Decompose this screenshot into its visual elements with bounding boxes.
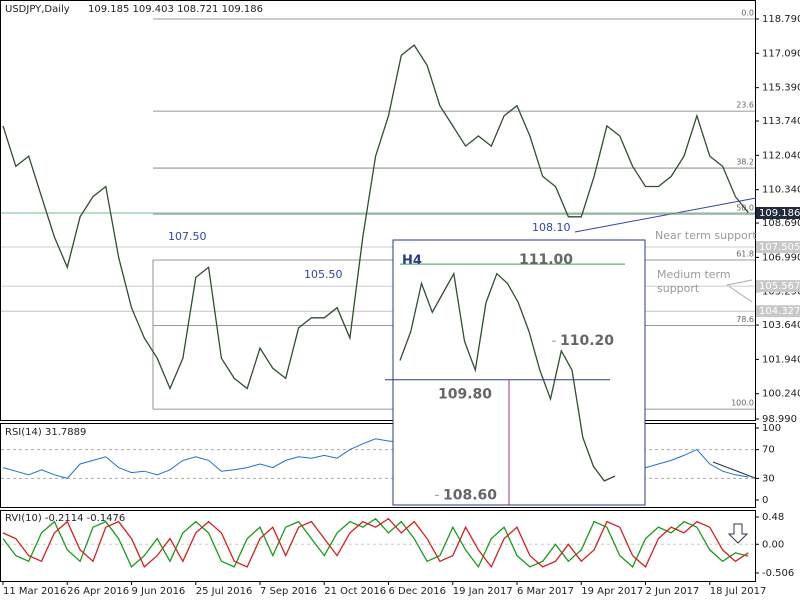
inset-frame: [392, 239, 646, 506]
rvi-panel: [0, 510, 756, 582]
level-annotation: 107.50: [168, 230, 207, 243]
y-tick-label: 113.740: [762, 116, 800, 127]
price-marker-label: 105.567: [759, 281, 800, 292]
fib-label: 78.6: [736, 315, 754, 324]
price-marker: [756, 280, 800, 293]
x-tick-label: 7 Sep 2016: [260, 586, 317, 597]
x-tick-label: 11 Mar 2016: [3, 586, 66, 597]
y-tick-label: 0.48: [762, 512, 784, 523]
x-tick-label: 9 Jun 2016: [132, 586, 186, 597]
price-marker: [756, 240, 800, 253]
trendline: [574, 197, 757, 233]
support-note: Medium term support: [657, 268, 731, 295]
level-annotation: 105.50: [304, 268, 343, 281]
chart-title: USDJPY,Daily: [5, 4, 70, 15]
price-marker: [756, 207, 800, 220]
y-tick-label: 112.040: [762, 150, 800, 161]
x-tick-label: 6 Dec 2016: [389, 586, 447, 597]
y-tick-label: -0.506: [762, 568, 794, 579]
y-tick-label: 0.00: [762, 539, 784, 550]
y-tick-label: 106.990: [762, 252, 800, 263]
rsi-trendline: [712, 461, 756, 479]
price-marker-label: 109.186: [759, 208, 800, 219]
y-tick-label: 110.340: [762, 185, 800, 196]
note-pointer: [726, 284, 753, 303]
inset-level-label: 111.00: [519, 252, 573, 268]
price-marker: [756, 305, 800, 318]
fib-label: 23.6: [736, 101, 754, 110]
y-tick-label: 0: [762, 495, 768, 506]
price-line: [2, 517, 749, 569]
y-tick-label: 70: [762, 445, 775, 456]
x-tick-label: 19 Jan 2017: [453, 586, 513, 597]
support-note: Near term support: [655, 229, 757, 242]
y-tick-label: 30: [762, 473, 775, 484]
y-tick-label: 100: [762, 423, 781, 434]
rsi-title: RSI(14) 31.7889: [5, 427, 86, 438]
x-tick-label: 25 Jul 2016: [196, 586, 253, 597]
down-arrow: [727, 523, 749, 544]
y-tick-label: 108.690: [762, 218, 800, 229]
inset-level-label: 110.20: [560, 333, 614, 349]
y-tick-label: 118.790: [762, 14, 800, 25]
y-tick-label: 101.940: [762, 354, 800, 365]
note-pointer: [726, 279, 753, 286]
price-line: [2, 517, 749, 569]
y-tick-label: 98.990: [762, 414, 797, 425]
support-note-text: Medium term support: [657, 268, 731, 295]
x-tick-label: 26 Apr 2016: [67, 586, 129, 597]
y-tick-label: 117.090: [762, 48, 800, 59]
rvi-title: RVI(10) -0.2114 -0.1476: [5, 513, 125, 524]
y-tick-label: 103.640: [762, 320, 800, 331]
inset-level-label: 109.80: [438, 387, 492, 403]
x-tick-label: 18 Jul 2017: [710, 586, 767, 597]
fib-label: 61.8: [736, 250, 754, 259]
support-note-text: Near term support: [655, 229, 757, 242]
y-tick-label: 105.290: [762, 287, 800, 298]
fib-label: 0.0: [741, 8, 754, 17]
price-marker-label: 104.327: [759, 306, 800, 317]
level-annotation: 108.10: [532, 221, 571, 234]
x-tick-label: 21 Oct 2016: [324, 586, 386, 597]
x-tick-label: 19 Apr 2017: [581, 586, 643, 597]
y-tick-label: 100.240: [762, 389, 800, 400]
x-tick-label: 6 Mar 2017: [517, 586, 574, 597]
price-line: [2, 44, 749, 391]
x-tick-label: 2 Jun 2017: [646, 586, 700, 597]
rsi-panel: [0, 423, 756, 508]
inset-level-label: 108.60: [443, 487, 497, 503]
main-panel: [0, 0, 756, 421]
fib-label: 100.0: [731, 399, 754, 408]
fib-label: 38.2: [736, 158, 754, 167]
ohlc-values: 109.185 109.403 108.721 109.186: [88, 4, 263, 15]
inset-title: H4: [402, 254, 422, 269]
price-marker-label: 107.505: [759, 242, 800, 253]
y-tick-label: 115.390: [762, 83, 800, 94]
price-line: [399, 271, 616, 482]
